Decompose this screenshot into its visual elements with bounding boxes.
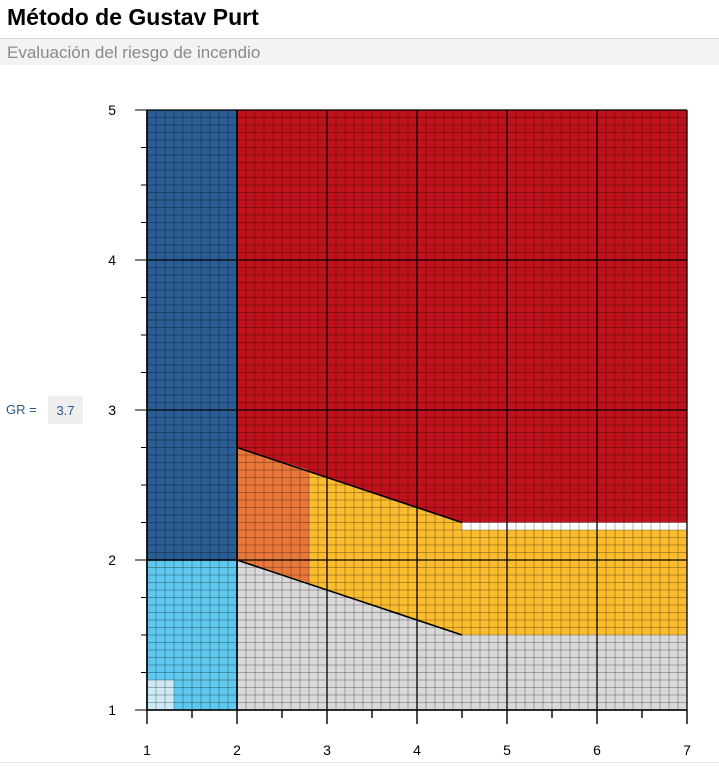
gr-value: 3.7 bbox=[48, 396, 83, 424]
y-tick-label: 4 bbox=[108, 252, 116, 268]
divider-line bbox=[236, 446, 463, 524]
page-subtitle: Evaluación del riesgo de incendio bbox=[7, 43, 261, 62]
bottom-rule bbox=[0, 762, 719, 763]
x-tick-label: 2 bbox=[233, 742, 241, 758]
y-tick-label: 2 bbox=[108, 552, 116, 568]
tick-labels: 1 2 3 4 5 6 7 1 2 3 4 5 bbox=[108, 102, 691, 758]
x-tick-label: 6 bbox=[593, 742, 601, 758]
divider-lines bbox=[147, 110, 463, 710]
y-tick-label: 3 bbox=[108, 402, 116, 418]
subtitle-bar: Evaluación del riesgo de incendio bbox=[0, 38, 719, 65]
x-tick-label: 7 bbox=[683, 742, 691, 758]
gr-label: GR = bbox=[6, 402, 37, 417]
x-tick-label: 1 bbox=[143, 742, 151, 758]
x-tick-label: 5 bbox=[503, 742, 511, 758]
axes bbox=[135, 109, 688, 724]
divider-line bbox=[236, 559, 463, 636]
y-tick-label: 5 bbox=[108, 102, 116, 118]
y-tick-label: 1 bbox=[108, 702, 116, 718]
x-tick-label: 3 bbox=[323, 742, 331, 758]
page-title: Método de Gustav Purt bbox=[7, 4, 259, 30]
x-tick-label: 4 bbox=[413, 742, 421, 758]
